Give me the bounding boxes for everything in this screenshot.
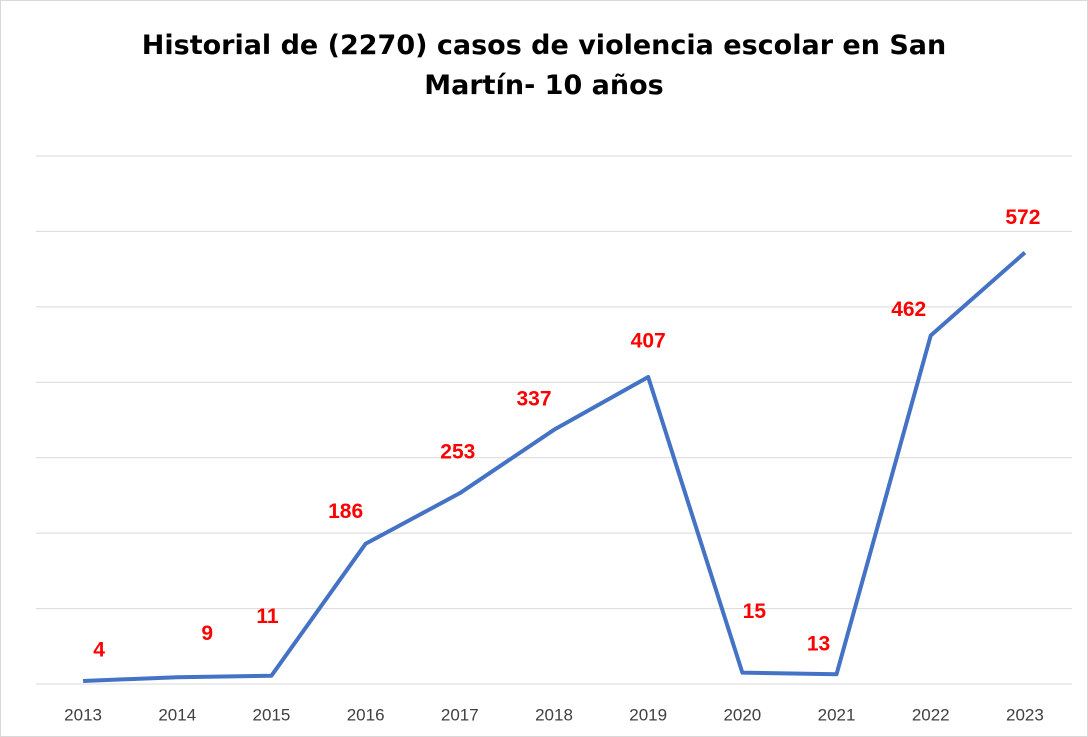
x-tick-label: 2021 — [818, 705, 856, 724]
x-tick-label: 2020 — [723, 705, 761, 724]
data-label: 4 — [93, 639, 105, 662]
x-tick-label: 2017 — [441, 705, 479, 724]
x-tick-label: 2023 — [1006, 705, 1044, 724]
x-tick-label: 2013 — [64, 705, 102, 724]
data-label: 253 — [440, 441, 475, 464]
data-label: 337 — [516, 387, 551, 410]
x-tick-label: 2019 — [629, 705, 667, 724]
data-label: 11 — [256, 605, 279, 628]
x-tick-label: 2016 — [347, 705, 385, 724]
data-label: 407 — [631, 330, 666, 353]
x-tick-label: 2018 — [535, 705, 573, 724]
data-line — [83, 251, 1027, 683]
chart-title: Historial de (2270) casos de violencia e… — [141, 30, 947, 101]
data-label: 186 — [328, 500, 363, 523]
x-tick-label: 2015 — [253, 705, 291, 724]
x-tick-label: 2014 — [158, 705, 196, 724]
data-label: 462 — [891, 298, 926, 321]
data-label: 572 — [1005, 206, 1040, 229]
data-label: 13 — [807, 633, 830, 656]
data-label: 9 — [201, 622, 213, 645]
data-label: 15 — [743, 600, 767, 623]
x-tick-label: 2022 — [912, 705, 950, 724]
